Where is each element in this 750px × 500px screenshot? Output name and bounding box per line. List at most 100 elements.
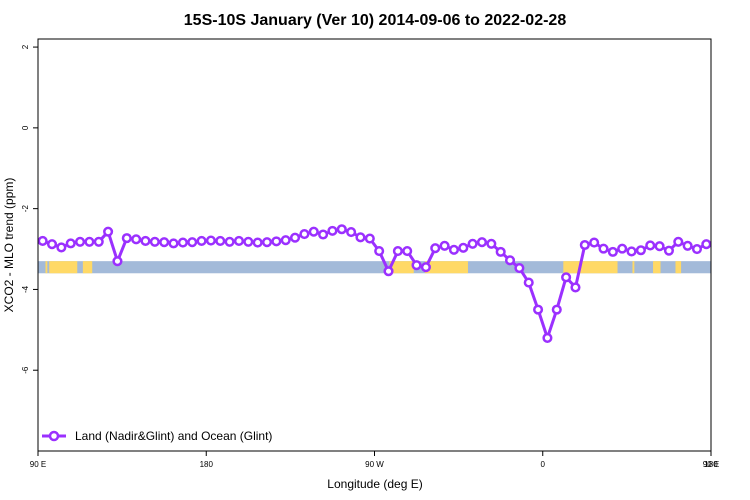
x-axis-label: Longitude (deg E): [327, 477, 422, 491]
data-point: [131, 234, 142, 245]
ocean-band: [38, 261, 711, 274]
data-point: [561, 272, 572, 283]
data-point: [187, 237, 198, 248]
land-segment: [653, 261, 661, 274]
land-segment: [389, 261, 414, 274]
data-point: [84, 236, 95, 247]
data-point: [252, 237, 263, 248]
data-point: [205, 235, 216, 246]
data-point: [112, 256, 123, 267]
data-point: [299, 229, 310, 240]
data-point: [626, 246, 637, 257]
data-point: [149, 236, 160, 247]
data-point: [336, 224, 347, 235]
y-tick-label: 0: [21, 125, 30, 130]
x-tick-label: 180: [200, 460, 214, 469]
data-point: [589, 237, 600, 248]
data-point: [65, 238, 76, 249]
data-point: [46, 239, 58, 250]
legend-label: Land (Nadir&Glint) and Ocean (Glint): [75, 429, 272, 443]
surface-strip: [38, 261, 711, 274]
data-point: [645, 240, 656, 251]
data-point: [533, 304, 544, 315]
series-layer: [37, 224, 712, 343]
y-tick-label: 2: [21, 44, 30, 49]
land-segment: [49, 261, 78, 274]
data-point: [495, 246, 506, 257]
data-point: [542, 332, 553, 343]
data-point: [411, 260, 422, 271]
data-point: [75, 236, 86, 247]
data-point: [103, 226, 114, 237]
x-tick-label: 0: [541, 460, 546, 469]
data-point: [402, 246, 413, 257]
x-tick-label: 90 E: [30, 460, 46, 469]
data-point: [430, 243, 441, 254]
data-point: [318, 229, 329, 240]
legend: Land (Nadir&Glint) and Ocean (Glint): [42, 429, 272, 443]
land-segment: [632, 261, 635, 274]
data-point: [579, 239, 590, 251]
data-point: [271, 236, 282, 247]
data-point: [504, 255, 516, 266]
data-point: [280, 235, 291, 246]
data-point: [663, 245, 674, 256]
data-point: [177, 237, 188, 248]
data-point: [682, 240, 693, 251]
data-point: [243, 236, 254, 247]
data-point: [140, 235, 151, 247]
legend-marker: [48, 430, 60, 442]
data-point: [420, 262, 431, 273]
land-segment: [45, 261, 48, 274]
data-point: [392, 246, 403, 257]
data-point: [635, 245, 646, 256]
data-point: [467, 238, 478, 249]
data-point: [215, 235, 226, 247]
x-tick-label: 90 W: [365, 460, 384, 469]
data-point: [374, 246, 385, 257]
data-point: [551, 304, 562, 315]
data-point: [355, 232, 366, 243]
data-point: [673, 236, 684, 247]
data-point: [56, 242, 67, 253]
data-point: [327, 225, 338, 236]
land-segment: [424, 261, 468, 274]
data-point: [523, 277, 534, 288]
data-point: [121, 233, 132, 244]
data-point: [701, 239, 712, 250]
data-point: [486, 238, 497, 249]
data-point: [308, 226, 319, 237]
y-tick-label: -4: [21, 285, 30, 293]
x-tick-label: 180: [704, 460, 718, 469]
y-axis-label: XCO2 - MLO trend (ppm): [2, 178, 16, 313]
data-point: [458, 242, 469, 253]
data-point: [364, 233, 375, 244]
data-point: [289, 232, 301, 243]
land-segment: [563, 261, 618, 274]
land-segment: [675, 261, 682, 274]
data-point: [598, 243, 609, 254]
data-point: [168, 238, 179, 249]
data-point: [691, 243, 703, 255]
data-point: [261, 237, 273, 248]
data-point: [570, 282, 581, 293]
data-point: [233, 235, 245, 247]
data-point: [654, 241, 665, 252]
chart-title: 15S-10S January (Ver 10) 2014-09-06 to 2…: [184, 12, 567, 29]
data-point: [196, 235, 207, 247]
data-point: [159, 237, 170, 248]
data-point: [607, 246, 618, 257]
x-tick-label: 90 E: [703, 460, 719, 469]
data-point: [448, 244, 460, 255]
y-tick-label: -6: [21, 366, 30, 374]
y-tick-label: -2: [21, 205, 30, 213]
data-point: [383, 266, 394, 277]
data-point: [514, 262, 525, 274]
data-point: [224, 236, 235, 247]
data-point: [439, 240, 450, 251]
data-point: [617, 243, 628, 254]
data-point: [476, 237, 488, 248]
land-segment: [82, 261, 93, 274]
